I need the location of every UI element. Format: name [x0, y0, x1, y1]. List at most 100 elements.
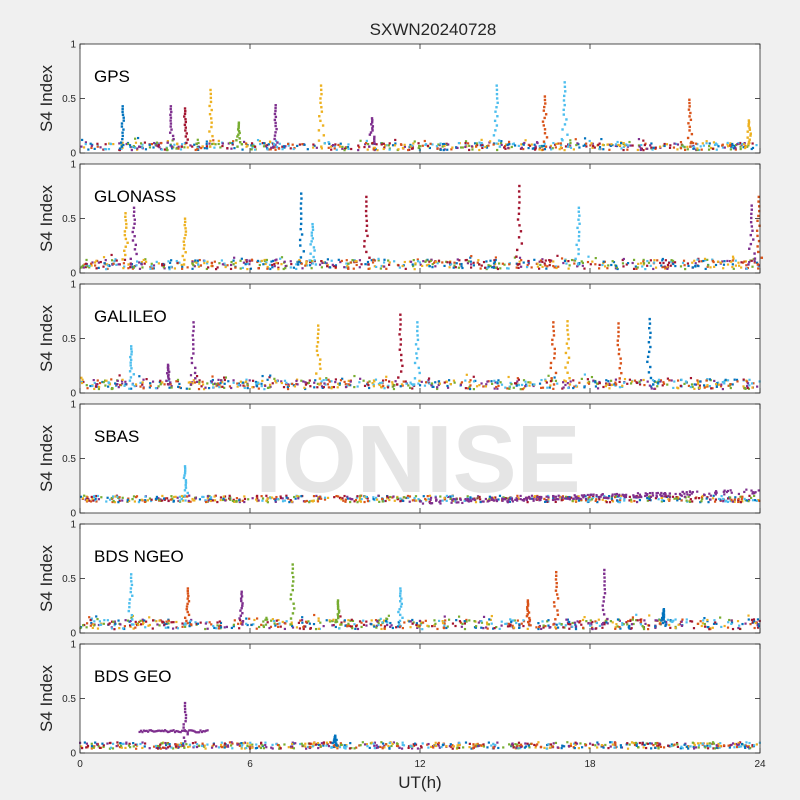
y-tick-label: 1 [70, 280, 76, 291]
spike-point [603, 568, 606, 572]
data-point [517, 497, 520, 500]
data-point [482, 615, 486, 619]
data-point [496, 380, 499, 384]
data-point [126, 500, 129, 503]
data-point [679, 747, 682, 750]
data-point [159, 743, 162, 746]
data-point [694, 383, 698, 386]
data-point [543, 746, 546, 749]
data-point [344, 498, 347, 501]
data-point [591, 146, 594, 149]
data-point [370, 741, 373, 744]
spike-point [365, 250, 368, 254]
spike-point [274, 109, 277, 113]
data-point [623, 377, 627, 381]
data-point [129, 625, 132, 628]
spike-point [128, 605, 131, 609]
data-point [306, 148, 309, 151]
data-point [729, 499, 732, 503]
data-point [203, 730, 206, 733]
data-point [507, 267, 510, 270]
y-axis-label: S4 Index [37, 184, 56, 252]
data-point [429, 502, 433, 505]
data-point [203, 262, 206, 265]
spike-point [498, 145, 502, 148]
data-point [355, 263, 358, 267]
data-point [403, 260, 406, 264]
data-point [250, 258, 254, 261]
data-point [340, 259, 343, 263]
data-point [568, 145, 571, 148]
data-point [221, 263, 224, 266]
data-point [654, 266, 658, 269]
spike-point [397, 376, 400, 379]
data-point [579, 742, 582, 745]
data-point [314, 627, 318, 631]
data-point [470, 263, 473, 266]
data-point [123, 625, 127, 628]
spike-point [336, 599, 340, 602]
spike-point [577, 235, 581, 238]
data-point [639, 379, 643, 382]
data-point [651, 494, 655, 497]
data-point [612, 261, 616, 264]
data-point [343, 147, 347, 150]
data-point [389, 621, 392, 625]
data-point [703, 622, 706, 626]
data-point [269, 374, 272, 377]
data-point [673, 743, 676, 746]
data-point [235, 497, 239, 500]
data-point [356, 627, 360, 631]
spike-point [184, 135, 188, 138]
data-point [734, 259, 737, 262]
data-point [432, 385, 435, 389]
data-point [233, 256, 236, 259]
spike-point [518, 195, 521, 199]
data-point [283, 743, 286, 746]
data-point [571, 625, 574, 628]
data-point [320, 385, 324, 388]
spike-point [495, 92, 499, 96]
data-point [309, 746, 313, 749]
data-point [102, 148, 105, 151]
spike-point [317, 129, 321, 132]
spike-point [319, 101, 322, 105]
data-point [98, 385, 101, 389]
data-point [368, 746, 371, 749]
data-point [554, 265, 557, 268]
spike-point [186, 592, 190, 595]
spike-point [183, 243, 186, 247]
data-point [545, 495, 548, 498]
data-point [587, 497, 590, 500]
data-point [700, 260, 703, 263]
data-point [279, 496, 283, 500]
data-point [255, 498, 258, 501]
spike-point [337, 611, 341, 614]
data-point [654, 625, 657, 628]
data-point [694, 746, 698, 749]
data-point [609, 144, 612, 147]
spike-point [337, 609, 341, 612]
data-point [729, 142, 732, 145]
spike-point [166, 363, 170, 367]
data-point [695, 142, 698, 145]
data-point [580, 623, 583, 626]
spike-point [368, 256, 371, 259]
data-point [207, 266, 210, 269]
data-point [316, 382, 319, 385]
data-point [160, 499, 164, 502]
data-point [700, 148, 703, 151]
data-point [301, 621, 304, 624]
spike-point [274, 104, 277, 107]
data-point [93, 147, 96, 150]
data-point [450, 148, 453, 151]
data-point [277, 625, 280, 629]
spike-point [210, 117, 213, 120]
data-point [384, 144, 387, 147]
data-point [439, 495, 442, 498]
data-point [310, 499, 313, 503]
data-point [515, 384, 518, 387]
data-point [266, 267, 269, 270]
data-point [388, 263, 391, 266]
data-point [656, 385, 659, 388]
